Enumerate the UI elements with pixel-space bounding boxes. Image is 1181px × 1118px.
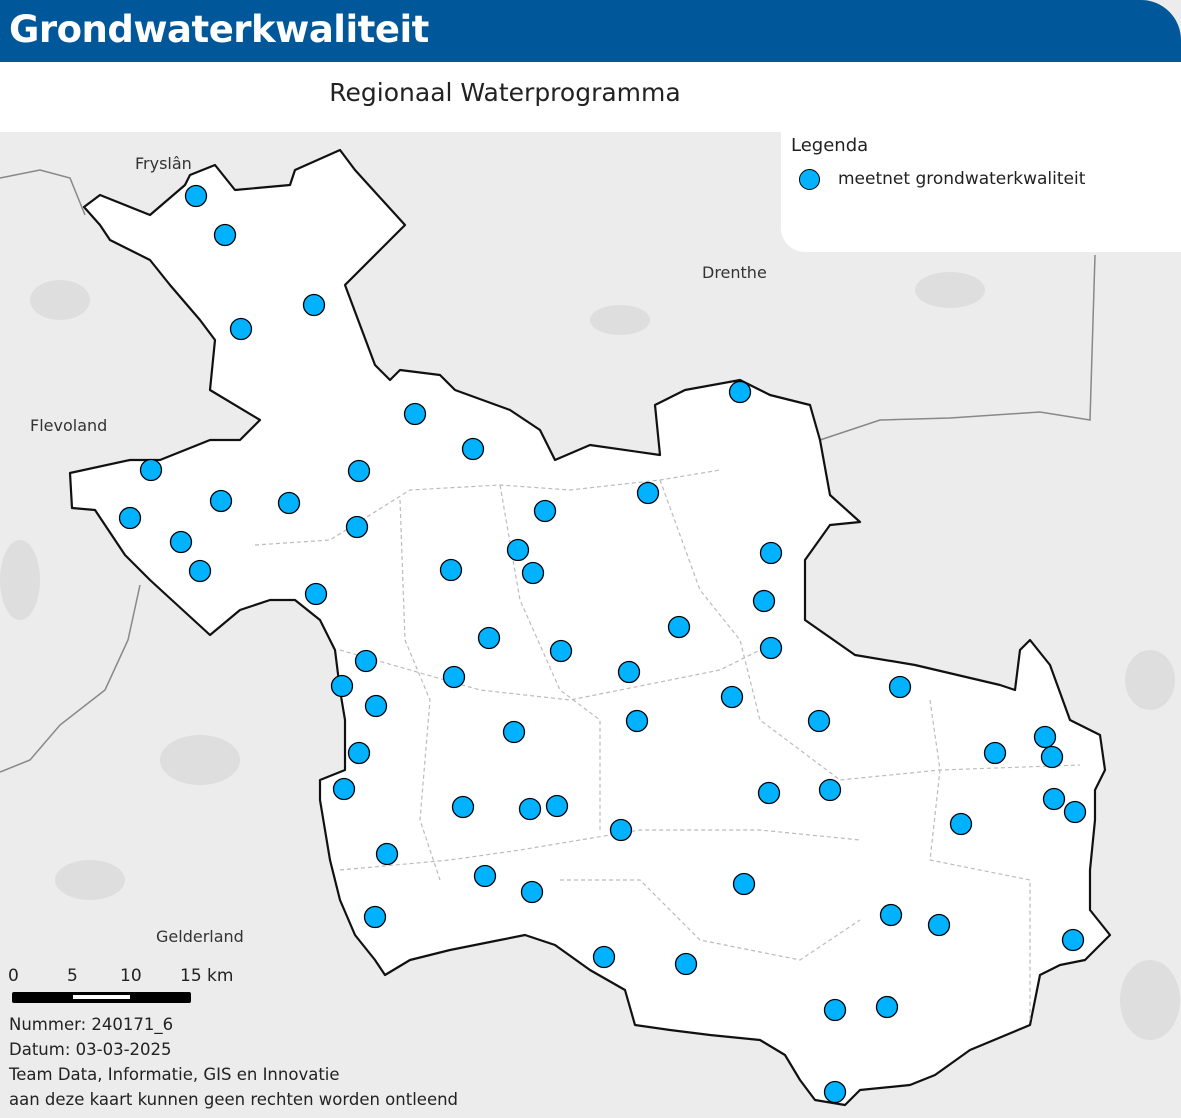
monitoring-points bbox=[118, 184, 1087, 1104]
map-subtitle: Regionaal Waterprogramma bbox=[329, 78, 681, 107]
monitoring-point[interactable] bbox=[118, 506, 142, 530]
legend-circle-icon bbox=[799, 169, 820, 190]
monitoring-point[interactable] bbox=[549, 639, 573, 663]
monitoring-point[interactable] bbox=[823, 998, 847, 1022]
monitoring-point[interactable] bbox=[304, 582, 328, 606]
monitoring-point[interactable] bbox=[520, 880, 544, 904]
monitoring-point[interactable] bbox=[347, 741, 371, 765]
map-disclaimer: aan deze kaart kunnen geen rechten worde… bbox=[9, 1090, 459, 1109]
monitoring-point[interactable] bbox=[518, 797, 542, 821]
map-team: Team Data, Informatie, GIS en Innovatie bbox=[9, 1065, 340, 1084]
monitoring-point[interactable] bbox=[139, 458, 163, 482]
legend: Legenda meetnet grondwaterkwaliteit bbox=[781, 130, 1181, 252]
municipal-borders bbox=[254, 469, 1081, 1020]
scale-tick: 10 bbox=[120, 966, 142, 986]
monitoring-point[interactable] bbox=[375, 842, 399, 866]
scale-bar bbox=[12, 992, 191, 1003]
monitoring-point[interactable] bbox=[442, 665, 466, 689]
monitoring-point[interactable] bbox=[625, 709, 649, 733]
monitoring-point[interactable] bbox=[229, 317, 253, 341]
title-bar: Grondwaterkwaliteit bbox=[0, 0, 1181, 62]
monitoring-point[interactable] bbox=[188, 559, 212, 583]
monitoring-point[interactable] bbox=[1040, 745, 1064, 769]
monitoring-point[interactable] bbox=[332, 777, 356, 801]
monitoring-point[interactable] bbox=[209, 489, 233, 513]
monitoring-point[interactable] bbox=[1061, 928, 1085, 952]
province-overijssel bbox=[68, 148, 1112, 1107]
monitoring-point[interactable] bbox=[609, 818, 633, 842]
monitoring-point[interactable] bbox=[823, 1080, 847, 1104]
monitoring-point[interactable] bbox=[875, 995, 899, 1019]
monitoring-point[interactable] bbox=[818, 778, 842, 802]
scale-tick: 15 km bbox=[180, 966, 234, 986]
monitoring-point[interactable] bbox=[502, 720, 526, 744]
urban-areas bbox=[0, 221, 1180, 1040]
map-date: Datum: 03-03-2025 bbox=[9, 1040, 172, 1059]
monitoring-point[interactable] bbox=[473, 864, 497, 888]
monitoring-point[interactable] bbox=[720, 685, 744, 709]
legend-title: Legenda bbox=[791, 135, 869, 156]
monitoring-point[interactable] bbox=[759, 636, 783, 660]
monitoring-point[interactable] bbox=[545, 794, 569, 818]
monitoring-point[interactable] bbox=[807, 709, 831, 733]
scale-tick: 0 bbox=[8, 966, 19, 986]
monitoring-point[interactable] bbox=[403, 402, 427, 426]
monitoring-point[interactable] bbox=[674, 952, 698, 976]
monitoring-point[interactable] bbox=[354, 649, 378, 673]
map-number: Nummer: 240171_6 bbox=[9, 1015, 174, 1034]
monitoring-point[interactable] bbox=[506, 538, 530, 562]
monitoring-point[interactable] bbox=[477, 626, 501, 650]
monitoring-point[interactable] bbox=[752, 589, 776, 613]
monitoring-point[interactable] bbox=[1063, 800, 1087, 824]
monitoring-point[interactable] bbox=[949, 812, 973, 836]
monitoring-point[interactable] bbox=[277, 491, 301, 515]
monitoring-point[interactable] bbox=[983, 741, 1007, 765]
monitoring-point[interactable] bbox=[169, 530, 193, 554]
monitoring-point[interactable] bbox=[521, 561, 545, 585]
monitoring-point[interactable] bbox=[330, 674, 354, 698]
monitoring-point[interactable] bbox=[533, 499, 557, 523]
monitoring-point[interactable] bbox=[617, 660, 641, 684]
monitoring-point[interactable] bbox=[345, 515, 369, 539]
monitoring-point[interactable] bbox=[732, 872, 756, 896]
monitoring-point[interactable] bbox=[888, 675, 912, 699]
monitoring-point[interactable] bbox=[461, 437, 485, 461]
monitoring-point[interactable] bbox=[302, 293, 326, 317]
monitoring-point[interactable] bbox=[757, 781, 781, 805]
region-label-flevoland: Flevoland bbox=[30, 416, 108, 435]
region-label-fryslan: Fryslân bbox=[135, 154, 192, 173]
monitoring-point[interactable] bbox=[451, 795, 475, 819]
monitoring-point[interactable] bbox=[759, 541, 783, 565]
map-title: Grondwaterkwaliteit bbox=[9, 8, 429, 51]
region-label-drenthe: Drenthe bbox=[702, 263, 767, 282]
monitoring-point[interactable] bbox=[1042, 787, 1066, 811]
monitoring-point[interactable] bbox=[347, 459, 371, 483]
scale-tick: 5 bbox=[67, 966, 78, 986]
monitoring-point[interactable] bbox=[636, 481, 660, 505]
monitoring-point[interactable] bbox=[213, 223, 237, 247]
monitoring-point[interactable] bbox=[184, 184, 208, 208]
monitoring-point[interactable] bbox=[927, 913, 951, 937]
monitoring-point[interactable] bbox=[728, 380, 752, 404]
monitoring-point[interactable] bbox=[439, 558, 463, 582]
neighbouring-province-borders bbox=[0, 169, 1096, 773]
monitoring-point[interactable] bbox=[1033, 725, 1057, 749]
monitoring-point[interactable] bbox=[667, 615, 691, 639]
monitoring-point[interactable] bbox=[879, 903, 903, 927]
legend-item-label: meetnet grondwaterkwaliteit bbox=[838, 169, 1086, 189]
monitoring-point[interactable] bbox=[592, 945, 616, 969]
region-label-gelderland: Gelderland bbox=[156, 927, 244, 946]
monitoring-point[interactable] bbox=[363, 905, 387, 929]
map-canvas[interactable] bbox=[0, 132, 1181, 1118]
subtitle-band: Regionaal Waterprogramma bbox=[0, 62, 1181, 132]
monitoring-point[interactable] bbox=[364, 694, 388, 718]
